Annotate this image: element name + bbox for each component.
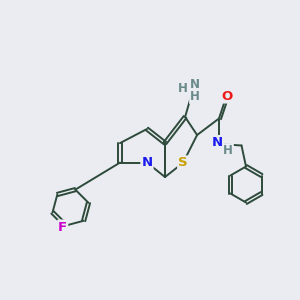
Text: S: S — [178, 156, 188, 170]
Text: N: N — [189, 78, 200, 91]
Text: N: N — [141, 156, 153, 169]
Text: O: O — [221, 89, 232, 103]
Text: H: H — [178, 82, 188, 95]
Text: F: F — [58, 220, 67, 234]
Text: H: H — [190, 90, 200, 103]
Text: N: N — [212, 136, 223, 149]
Text: H: H — [223, 144, 233, 157]
